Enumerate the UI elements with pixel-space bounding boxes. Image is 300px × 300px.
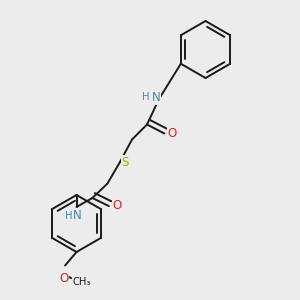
Text: H: H: [65, 211, 72, 220]
Text: O: O: [112, 199, 122, 212]
Text: N: N: [152, 91, 160, 104]
Text: N: N: [73, 209, 82, 222]
Text: CH₃: CH₃: [73, 277, 91, 287]
Text: H: H: [142, 92, 149, 103]
Text: O: O: [59, 272, 68, 284]
Text: S: S: [121, 155, 129, 169]
Text: O: O: [167, 127, 177, 140]
